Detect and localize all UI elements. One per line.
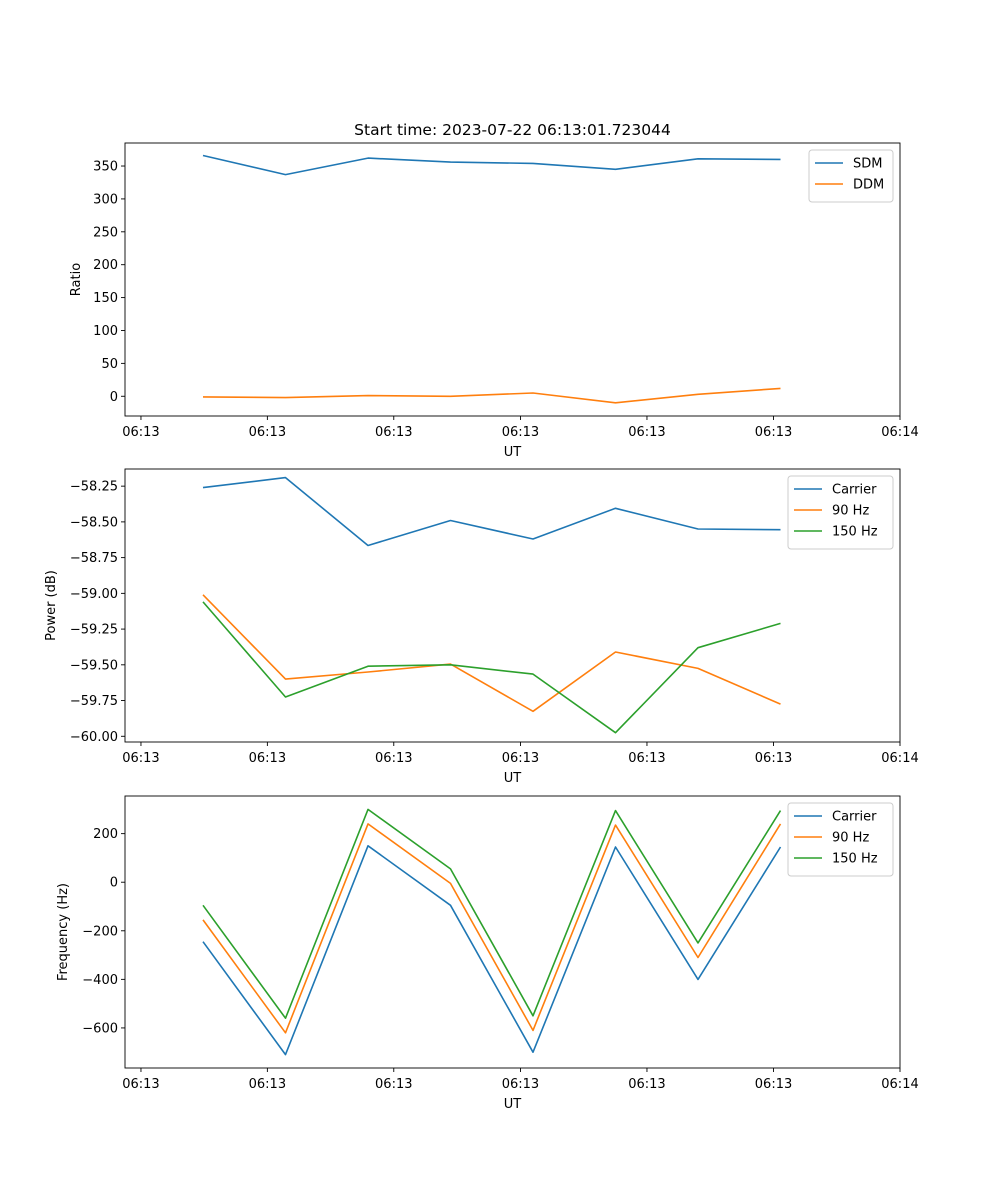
y-tick-label: 100 [93,324,118,339]
axes-frame [124,795,901,1069]
x-tick-label: 06:13 [628,425,665,440]
x-tick-label: 06:13 [755,425,792,440]
y-tick-label: −58.25 [70,480,118,495]
axes-frame [124,142,901,417]
legend-entry: 150 Hz [832,525,878,540]
y-tick-label: −600 [82,1021,118,1036]
series-line-90-hz [202,823,782,1034]
y-tick-label: 0 [110,390,118,405]
x-tick-label: 06:13 [249,751,286,766]
x-tick-label: 06:14 [881,1077,918,1092]
x-tick-label: 06:13 [375,425,412,440]
series-line-150-hz [202,601,781,734]
y-tick-label: 350 [93,160,118,175]
y-axis-label: Power (dB) [44,570,59,641]
y-tick-label: −200 [82,924,118,939]
series-line-90-hz [202,594,781,713]
y-tick-label: −60.00 [70,730,118,745]
x-tick-label: 06:13 [755,1077,792,1092]
x-tick-label: 06:13 [249,425,286,440]
x-tick-label: 06:13 [122,425,159,440]
x-tick-label: 06:13 [375,751,412,766]
legend-entry: 150 Hz [832,852,878,867]
y-tick-label: −58.50 [70,515,118,530]
x-tick-label: 06:14 [881,751,918,766]
subplot-1: Start time: 2023-07-22 06:13:01.723044 06… [69,121,919,460]
chart-title: Start time: 2023-07-22 06:13:01.723044 [354,121,671,139]
x-tick-label: 06:13 [628,751,665,766]
x-tick-label: 06:13 [375,1077,412,1092]
x-axis-label: UT [504,445,522,460]
y-tick-label: −58.75 [70,551,118,566]
y-tick-label: 50 [101,357,118,372]
legend: Carrier 90 Hz 150 Hz [787,802,894,877]
y-tick-label: 0 [110,876,118,891]
axes-frame [124,468,901,743]
x-tick-label: 06:13 [755,751,792,766]
legend-entry: 90 Hz [832,831,869,846]
y-tick-label: 200 [93,827,118,842]
y-axis-label: Frequency (Hz) [56,883,71,981]
legend-entry: Carrier [832,483,877,498]
x-tick-label: 06:13 [502,425,539,440]
x-axis-label: UT [504,771,522,786]
x-tick-label: 06:13 [502,751,539,766]
subplot-3: 06:13 06:13 06:13 06:13 06:13 06:13 06:14 UT −60… [56,795,919,1112]
y-tick-label: −400 [82,973,118,988]
x-tick-label: 06:13 [628,1077,665,1092]
x-axis-label: UT [504,1097,522,1112]
y-axis-label: Ratio [69,263,84,296]
subplot-2: 06:13 06:13 06:13 06:13 06:13 06:13 06:14 UT −60… [44,468,919,786]
y-tick-label: −59.25 [70,623,118,638]
x-tick-label: 06:13 [249,1077,286,1092]
y-tick-label: −59.50 [70,658,118,673]
x-tick-label: 06:13 [502,1077,539,1092]
y-tick-label: −59.00 [70,587,118,602]
y-tick-label: 300 [93,192,118,207]
legend-entry: 90 Hz [832,504,869,519]
y-tick-label: 200 [93,258,118,273]
y-tick-label: 250 [93,225,118,240]
series-line-carrier [202,844,782,1056]
y-tick-label: 150 [93,291,118,306]
x-tick-label: 06:14 [881,425,918,440]
series-line-sdm [202,154,781,176]
x-tick-label: 06:13 [122,751,159,766]
legend-entry: DDM [853,178,884,193]
legend-entry: SDM [853,157,882,172]
x-tick-label: 06:13 [122,1077,159,1092]
series-line-ddm [202,387,781,404]
legend-entry: Carrier [832,810,877,825]
series-line-carrier [202,476,781,547]
legend: Carrier 90 Hz 150 Hz [787,475,894,550]
legend: SDM DDM [808,149,894,203]
series-line-150-hz [202,808,782,1020]
y-tick-label: −59.75 [70,694,118,709]
